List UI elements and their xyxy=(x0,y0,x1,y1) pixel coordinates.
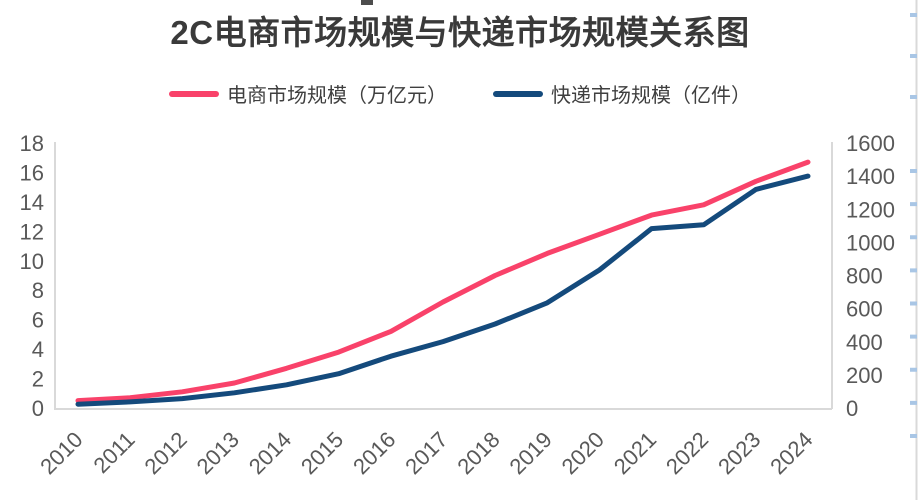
y-right-tick-label: 1200 xyxy=(846,197,895,222)
y-left-tick-label: 2 xyxy=(32,367,44,392)
ecommerce-line-swatch xyxy=(169,90,219,97)
axes xyxy=(54,142,833,410)
y-left-tick-label: 4 xyxy=(32,337,44,362)
x-tick-label: 2021 xyxy=(609,427,661,479)
chart-legend: 电商市场规模（万亿元） 快递市场规模（亿件） xyxy=(0,79,920,108)
y-left-tick-label: 6 xyxy=(32,308,44,333)
y-right-tick-label: 1400 xyxy=(846,164,895,189)
x-tick-label: 2016 xyxy=(348,427,400,479)
express-series-line xyxy=(75,173,811,407)
y-left-tick-label: 14 xyxy=(20,190,44,215)
x-axis-labels: 2010 2011 2012 2013 2014 2015 2016 2017 2018 2019… xyxy=(35,427,817,479)
chart-title: 2C电商市场规模与快递市场规模关系图 xyxy=(170,14,750,51)
y-right-tick-label: 0 xyxy=(846,396,858,421)
legend-item-ecommerce: 电商市场规模（万亿元） xyxy=(169,79,447,108)
y-right-tick-label: 1600 xyxy=(846,131,895,156)
x-tick-label: 2022 xyxy=(661,427,713,479)
legend-item-express: 快递市场规模（亿件） xyxy=(493,79,751,108)
y-axis-right-labels: 0 200 400 600 800 1000 1200 1400 1600 xyxy=(846,131,895,421)
y-left-tick-label: 0 xyxy=(32,396,44,421)
cropped-text-artifact xyxy=(361,0,373,5)
y-right-tick-label: 200 xyxy=(846,363,883,388)
x-tick-label: 2012 xyxy=(140,427,192,479)
y-left-tick-label: 8 xyxy=(32,278,44,303)
y-axis-left-labels: 0 2 4 6 8 10 12 14 16 18 xyxy=(20,131,44,421)
x-tick-label: 2011 xyxy=(89,427,140,478)
y-left-tick-label: 18 xyxy=(20,131,44,156)
x-tick-label: 2019 xyxy=(505,427,557,479)
y-right-tick-label: 800 xyxy=(846,264,883,289)
y-right-tick-label: 600 xyxy=(846,297,883,322)
x-tick-label: 2010 xyxy=(35,427,87,479)
x-tick-label: 2023 xyxy=(713,427,765,479)
x-tick-label: 2017 xyxy=(400,427,452,479)
x-tick-label: 2015 xyxy=(296,427,348,479)
ecommerce-legend-label: 电商市场规模（万亿元） xyxy=(227,85,447,107)
y-left-tick-label: 10 xyxy=(20,249,44,274)
x-tick-label: 2018 xyxy=(452,427,504,479)
y-left-tick-label: 16 xyxy=(20,160,44,185)
ecommerce-series-line xyxy=(75,159,811,404)
x-tick-label: 2013 xyxy=(192,427,244,479)
y-left-tick-label: 12 xyxy=(20,219,44,244)
x-tick-label: 2020 xyxy=(557,427,609,479)
x-tick-label: 2014 xyxy=(244,427,296,479)
express-line-swatch xyxy=(493,90,543,97)
x-tick-label: 2024 xyxy=(765,427,817,479)
y-right-tick-label: 400 xyxy=(846,330,883,355)
y-right-tick-label: 1000 xyxy=(846,230,895,255)
adjacent-panel-edge xyxy=(910,0,918,500)
series-lines xyxy=(75,159,811,407)
express-legend-label: 快递市场规模（亿件） xyxy=(551,85,751,107)
